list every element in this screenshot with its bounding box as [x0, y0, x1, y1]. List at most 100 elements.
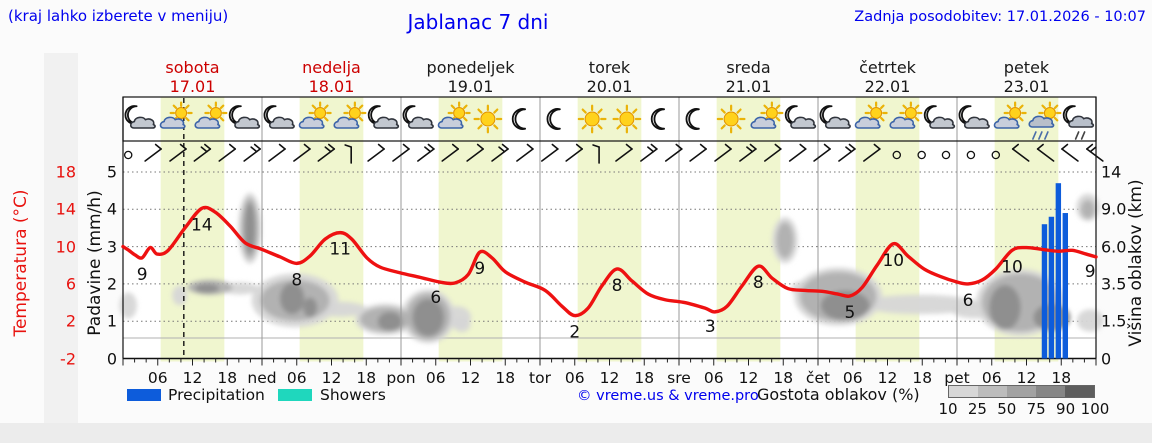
temp-tick-label: -2: [60, 349, 76, 368]
day-name: sobota: [165, 58, 220, 77]
day-date: 18.01: [308, 77, 355, 96]
cloud-scale-value: 75: [1026, 400, 1046, 418]
day-name: sreda: [726, 58, 771, 77]
x-hour-label: 12: [321, 369, 342, 387]
precip-tick-label: 0: [106, 349, 117, 368]
wind-barb-icon: [417, 143, 435, 162]
wind-barb-icon: [640, 143, 658, 162]
moon-cloud-icon: [402, 105, 434, 129]
temp-tick-label: 6: [65, 274, 76, 294]
day-header: petek 23.01: [957, 58, 1096, 96]
cloud-scale-value: 100: [1080, 400, 1110, 418]
cloud-blob: [194, 283, 220, 293]
cloud-scale-value: 90: [1056, 400, 1076, 418]
day-date: 17.01: [169, 77, 216, 96]
x-hour-label: 12: [738, 369, 759, 387]
showers-swatch: [278, 389, 312, 401]
cloud-blob: [453, 317, 471, 333]
wind-barb-icon: [1011, 143, 1030, 162]
x-axis-ticks: [122, 358, 1097, 366]
menu-hint: (kraj lahko izberete v meniju): [8, 7, 229, 25]
x-day-label: tor: [529, 369, 551, 387]
temp-value-label: 14: [191, 215, 213, 235]
bottom-margin-strip: [0, 423, 1152, 443]
sun-icon: [612, 104, 642, 134]
x-hour-label: 18: [356, 369, 377, 387]
moon-icon: [511, 108, 527, 130]
wind-barb-icon: [367, 143, 385, 162]
moon-cloud-icon: [923, 105, 956, 129]
sun-cloud-icon: [298, 101, 332, 129]
day-header-row: sobota 17.01 nedelja 18.01 ponedeljek 19.01 to…: [123, 58, 1096, 96]
wind-barb-icon: [714, 143, 732, 162]
wind-barb-icon: [813, 143, 831, 162]
precipitation-swatch: [127, 389, 161, 401]
cloud-scale-segment: [1036, 386, 1065, 397]
cloud-scale-segment: [1065, 386, 1094, 397]
day-date: 21.01: [725, 77, 772, 96]
temp-value-label: 9: [1085, 262, 1096, 282]
x-day-label: čet: [805, 369, 831, 387]
cloud-blob: [776, 222, 794, 259]
cloud-blob: [303, 297, 318, 318]
temp-tick-label: 14: [55, 199, 76, 219]
cloud-scale-segment: [949, 386, 978, 397]
temp-value-label: 10: [882, 251, 904, 271]
wind-calm-icon: [966, 150, 976, 160]
day-header: ponedeljek 19.01: [401, 58, 540, 96]
cloud-scale-segment: [1007, 386, 1036, 397]
moon-icon: [685, 108, 700, 130]
moon-cloud-icon: [263, 105, 295, 129]
cloud-blob: [820, 290, 870, 321]
cloud-blob: [279, 282, 305, 315]
wind-calm-icon: [991, 150, 1001, 160]
moon-cloud-icon: [124, 105, 156, 129]
precip-tick-label: 5: [106, 162, 117, 182]
wind-barb-icon: [788, 143, 807, 162]
cloud-blob: [377, 311, 403, 332]
day-header: sreda 21.01: [679, 58, 818, 96]
wind-barb-icon: [243, 143, 261, 162]
x-day-label: pon: [386, 369, 416, 387]
wind-barb-icon: [218, 143, 237, 162]
x-hour-label: 06: [703, 369, 724, 387]
x-hour-label: 06: [286, 369, 307, 387]
x-hour-label: 06: [981, 369, 1002, 387]
temp-value-label: 8: [291, 270, 302, 290]
temp-value-label: 3: [705, 317, 716, 337]
temp-value-label: 10: [1001, 257, 1023, 277]
temp-tick-label: 2: [65, 311, 76, 331]
moon-cloud-rain-icon: [1062, 105, 1095, 140]
moon-icon: [546, 108, 561, 130]
cloud-blob: [172, 285, 188, 306]
temp-value-label: 5: [844, 303, 855, 323]
sun-cloud-icon: [159, 101, 193, 129]
wind-barb-icon: [664, 143, 683, 162]
copyright-link[interactable]: © vreme.us & vreme.pro: [577, 388, 759, 404]
x-hour-label: 18: [217, 369, 238, 387]
wind-barb-icon: [541, 143, 559, 162]
wind-barb-icon: [863, 143, 881, 162]
cloud-tick-label: 1.5: [1101, 311, 1127, 331]
moon-cloud-icon: [958, 105, 990, 129]
day-name: torek: [588, 58, 631, 77]
wind-calm-icon: [941, 150, 951, 160]
sun-cloud-icon: [993, 101, 1027, 129]
wind-barb-icon: [317, 143, 336, 162]
sun-icon: [577, 104, 607, 134]
wind-barb-icon: [344, 144, 352, 164]
moon-cloud-icon: [819, 105, 851, 129]
last-update-text: Zadnja posodobitev: 17.01.2026 - 10:07: [854, 9, 1146, 25]
day-header: četrtek 22.01: [818, 58, 957, 96]
sun-icon: [716, 104, 746, 134]
cloud-blob: [1076, 309, 1104, 332]
cloud-tick-label: 6.0: [1101, 237, 1127, 257]
day-date: 23.01: [1003, 77, 1050, 96]
sun-cloud-icon: [750, 101, 784, 129]
x-hour-label: 18: [1051, 369, 1072, 387]
wind-barb-icon: [491, 143, 509, 162]
sun-cloud-rain-icon: [1028, 101, 1062, 140]
temp-value-label: 6: [430, 288, 441, 308]
x-hour-label: 12: [460, 369, 481, 387]
